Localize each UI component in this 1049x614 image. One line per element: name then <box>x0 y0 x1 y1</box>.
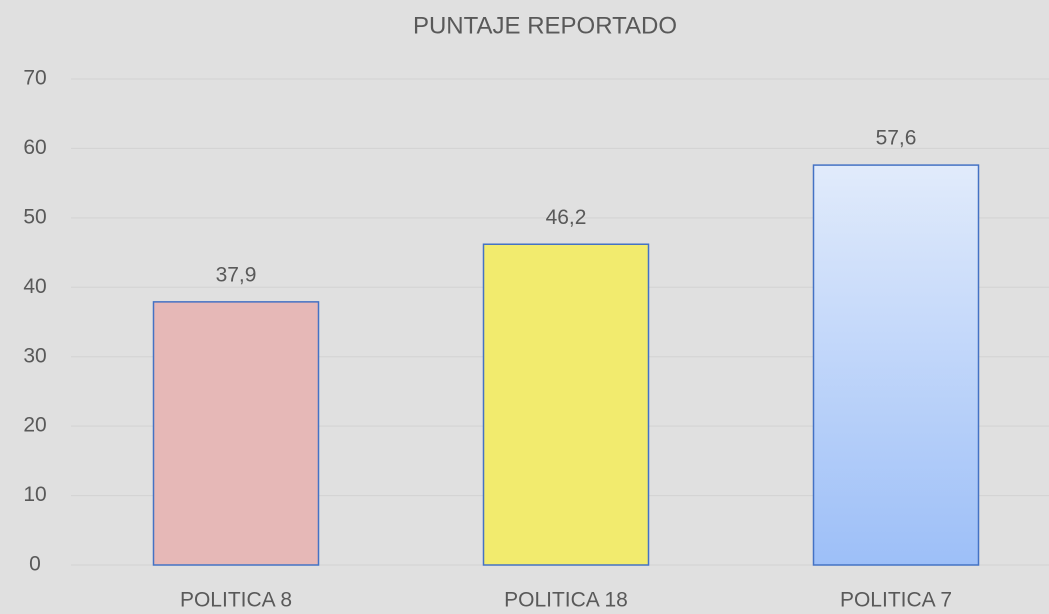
y-tick-label: 40 <box>23 275 46 298</box>
x-tick-label: POLITICA 7 <box>840 589 952 612</box>
bar <box>152 301 320 566</box>
y-tick-label: 60 <box>23 136 46 159</box>
y-tick-label: 10 <box>23 483 46 506</box>
y-tick-label: 50 <box>23 205 46 228</box>
x-tick-label: POLITICA 18 <box>504 589 628 612</box>
y-tick-label: 0 <box>29 553 41 576</box>
y-tick-label: 20 <box>23 414 46 437</box>
data-label: 57,6 <box>876 127 917 150</box>
y-tick-label: 30 <box>23 344 46 367</box>
y-tick-label: 70 <box>23 67 46 90</box>
data-label: 46,2 <box>546 206 587 229</box>
bar <box>482 243 650 566</box>
chart-title: PUNTAJE REPORTADO <box>413 12 677 39</box>
bar <box>812 164 980 566</box>
x-tick-label: POLITICA 8 <box>180 589 292 612</box>
data-label: 37,9 <box>216 263 257 286</box>
